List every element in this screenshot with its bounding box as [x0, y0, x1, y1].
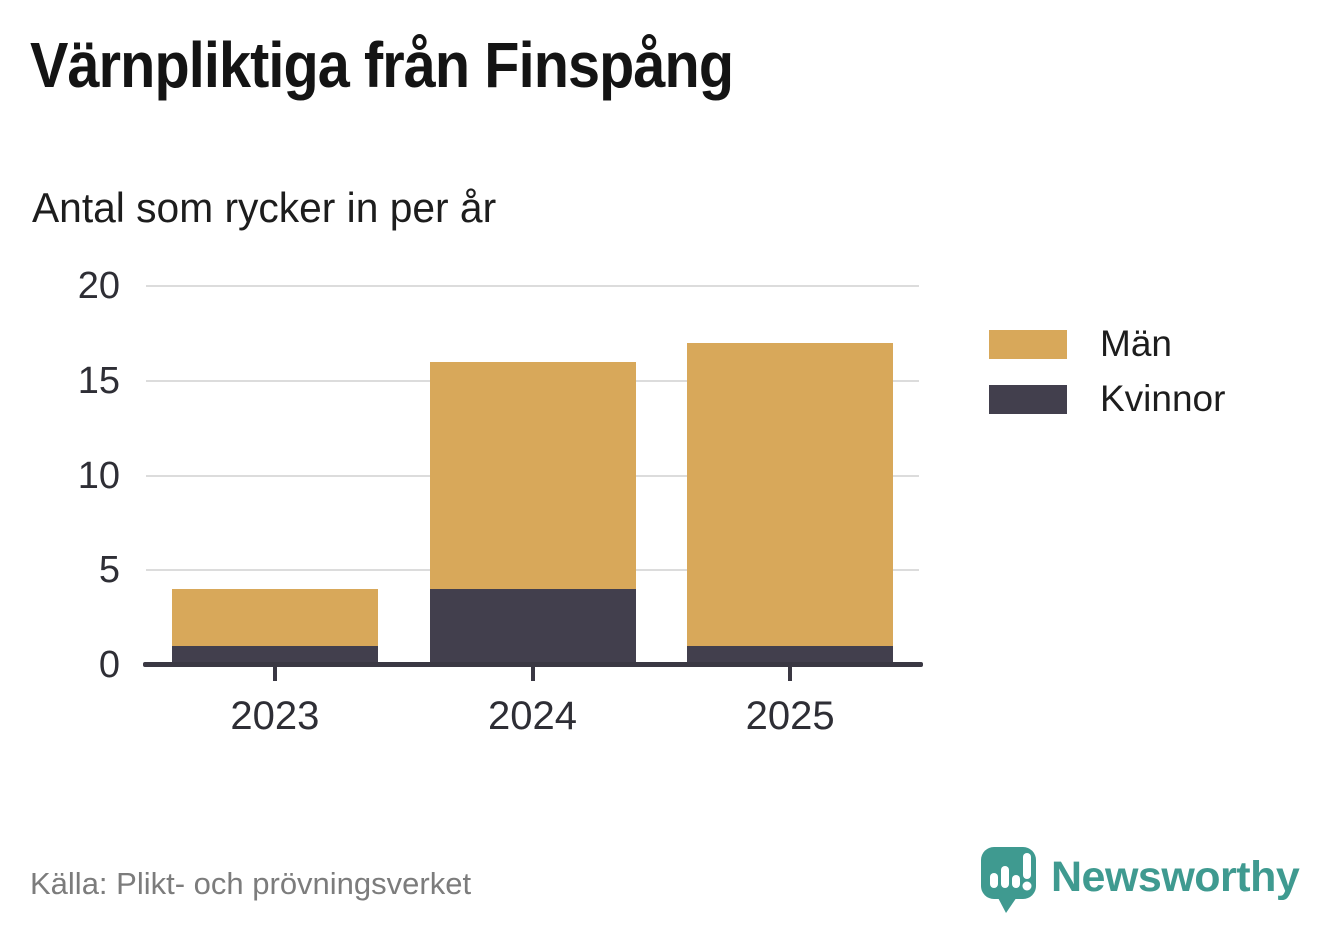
y-axis-label-10: 10	[77, 454, 120, 497]
bar-segment-2024-Män	[429, 361, 636, 590]
chart-subtitle: Antal som rycker in per år	[32, 184, 497, 231]
legend-swatch-Män	[989, 329, 1067, 359]
x-axis-line	[143, 662, 923, 667]
y-axis-label-20: 20	[77, 265, 120, 307]
legend-item-Kvinnor: Kvinnor	[989, 378, 1225, 420]
y-axis-label-5: 5	[98, 549, 120, 592]
brand-name: Newsworthy	[1051, 852, 1300, 901]
bar-segment-2025-Kvinnor	[687, 646, 894, 665]
x-axis-label-2023: 2023	[230, 694, 320, 738]
plot-area	[146, 285, 919, 665]
y-axis-label-0: 0	[98, 644, 120, 686]
x-axis-tick-2024	[530, 667, 535, 681]
legend-swatch-Kvinnor	[989, 384, 1067, 414]
x-axis-label-2024: 2024	[488, 694, 577, 738]
legend-item-Män: Män	[989, 323, 1225, 365]
bar-segment-2025-Män	[687, 342, 894, 647]
newsworthy-speech-bubble-bar-chart-icon	[981, 847, 1036, 913]
page-title: Värnpliktiga från Finspång	[30, 29, 734, 101]
gridline-y-20	[146, 285, 919, 287]
brand-logo: Newsworthy	[981, 846, 1300, 916]
x-axis-label-2025: 2025	[745, 694, 835, 738]
legend-label-Män: Män	[1100, 323, 1172, 364]
chart-legend: Män Kvinnor	[989, 323, 1225, 420]
source-note: Källa: Plikt- och prövningsverket	[30, 866, 472, 901]
x-axis-tick-2023	[272, 667, 277, 681]
x-axis-tick-2025	[788, 667, 793, 681]
bar-segment-2023-Män	[171, 589, 378, 647]
y-axis-label-15: 15	[77, 359, 120, 402]
legend-label-Kvinnor: Kvinnor	[1100, 378, 1226, 419]
bar-segment-2023-Kvinnor	[171, 646, 378, 665]
bar-segment-2024-Kvinnor	[429, 589, 636, 665]
